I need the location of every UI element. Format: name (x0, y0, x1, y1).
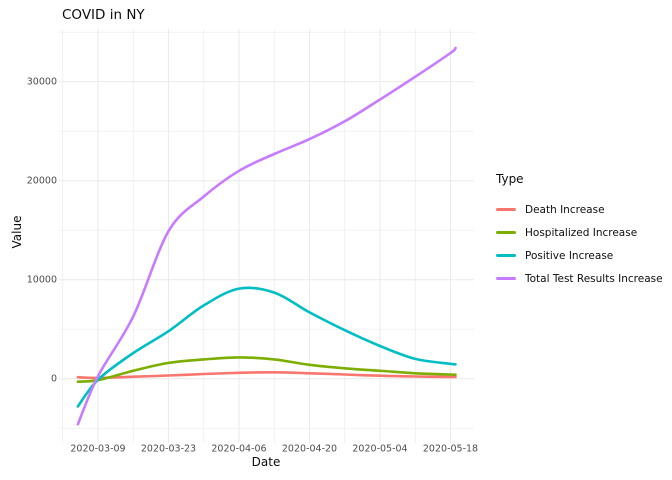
series-line-hospitalized-increase (76, 356, 457, 383)
x-tick-label: 2020-04-20 (281, 443, 338, 455)
legend-item-hospitalized-increase: Hospitalized Increase (492, 221, 672, 244)
legend-key-icon (496, 247, 516, 264)
x-tick-label: 2020-04-06 (211, 443, 267, 455)
y-tick-label: 10000 (26, 274, 57, 286)
legend-title: Type (496, 172, 524, 186)
y-tick-label: 0 (50, 373, 57, 385)
legend-item-label: Hospitalized Increase (525, 226, 638, 239)
legend-item-label: Positive Increase (525, 249, 614, 262)
x-tick-label: 2020-03-09 (70, 443, 126, 455)
legend-line-swatch (496, 208, 516, 211)
legend-item-label: Death Increase (525, 203, 605, 216)
legend-item-total-test-results-increase: Total Test Results Increase (492, 267, 672, 290)
legend-key-icon (496, 224, 516, 241)
x-tick-label: 2020-03-23 (140, 443, 197, 455)
x-axis-title: Date (251, 455, 281, 469)
series-line-death-increase (76, 370, 457, 380)
legend-item-positive-increase: Positive Increase (492, 244, 672, 267)
legend-line-swatch (496, 277, 516, 280)
legend-line-swatch (496, 254, 516, 257)
y-axis-title: Value (10, 215, 24, 249)
data-lines (76, 46, 457, 426)
y-tick-label: 20000 (26, 175, 57, 187)
legend-items: Death Increase Hospitalized Increase Posit… (492, 198, 672, 290)
series-line-positive-increase (76, 286, 457, 408)
y-tick-label: 30000 (26, 76, 57, 88)
x-tick-label: 2020-05-04 (352, 443, 408, 455)
legend-item-death-increase: Death Increase (492, 198, 672, 221)
series-line-total-test-results-increase (76, 46, 457, 426)
legend: Type Death Increase Hospitalized Increase… (492, 172, 672, 290)
legend-line-swatch (496, 231, 516, 234)
x-tick-label: 2020-05-18 (422, 443, 479, 455)
gridlines (59, 29, 474, 443)
legend-item-label: Total Test Results Increase (525, 272, 663, 285)
chart-title: COVID in NY (62, 7, 145, 23)
legend-key-icon (496, 270, 516, 287)
legend-key-icon (496, 201, 516, 218)
